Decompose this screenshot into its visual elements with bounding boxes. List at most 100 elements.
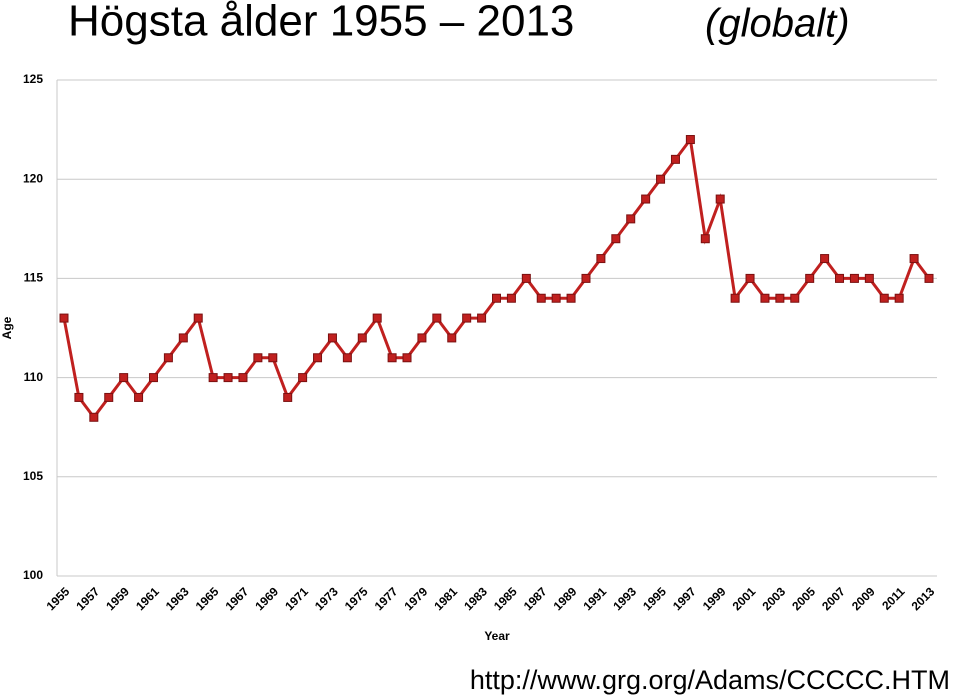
- marker: [820, 254, 830, 264]
- marker: [89, 412, 99, 422]
- x-tick-label: 2009: [849, 584, 878, 613]
- marker: [447, 333, 457, 343]
- marker: [223, 373, 233, 383]
- marker: [879, 293, 889, 303]
- x-tick-label: 2001: [730, 584, 759, 613]
- marker: [163, 353, 173, 363]
- x-tick-label: 1955: [44, 584, 73, 613]
- marker: [283, 392, 293, 402]
- x-tick-label: 1999: [700, 584, 729, 613]
- marker: [462, 313, 472, 323]
- y-tick-label: 100: [23, 568, 43, 582]
- marker: [417, 333, 427, 343]
- marker: [685, 135, 695, 145]
- x-tick-label: 1967: [223, 584, 252, 613]
- x-tick-label: 1961: [133, 584, 162, 613]
- x-tick-label: 1969: [252, 584, 281, 613]
- marker: [357, 333, 367, 343]
- x-tick-label: 1965: [193, 584, 222, 613]
- x-tick-label: 1995: [640, 584, 669, 613]
- marker: [700, 234, 710, 244]
- marker: [327, 333, 337, 343]
- marker: [521, 273, 531, 283]
- marker: [387, 353, 397, 363]
- x-tick-label: 1963: [163, 584, 192, 613]
- marker: [238, 373, 248, 383]
- x-tick-label: 1981: [431, 584, 460, 613]
- marker: [626, 214, 636, 224]
- marker: [566, 293, 576, 303]
- marker: [924, 273, 934, 283]
- y-tick-label: 115: [24, 271, 44, 285]
- x-tick-label: 2003: [759, 584, 788, 613]
- marker: [193, 313, 203, 323]
- y-tick-label: 105: [23, 469, 43, 483]
- marker: [298, 373, 308, 383]
- x-axis-label: Year: [484, 629, 510, 643]
- x-tick-label: 2013: [909, 584, 938, 613]
- marker: [745, 273, 755, 283]
- marker: [656, 174, 666, 184]
- marker: [596, 254, 606, 264]
- marker: [760, 293, 770, 303]
- y-tick-label: 110: [24, 370, 44, 384]
- x-tick-label: 1993: [610, 584, 639, 613]
- marker: [835, 273, 845, 283]
- marker: [402, 353, 412, 363]
- x-tick-label: 1991: [580, 584, 609, 613]
- x-tick-label: 1971: [282, 584, 311, 613]
- marker: [477, 313, 487, 323]
- marker: [894, 293, 904, 303]
- marker: [74, 392, 84, 402]
- x-tick-label: 1985: [491, 584, 520, 613]
- x-tick-label: 1987: [521, 584, 550, 613]
- x-tick-label: 2011: [879, 584, 908, 613]
- marker: [342, 353, 352, 363]
- x-tick-label: 1973: [312, 584, 341, 613]
- source: http://www.grg.org/Adams/CCCCC.HTM: [470, 665, 950, 695]
- x-tick-label: 1989: [551, 584, 580, 613]
- marker: [536, 293, 546, 303]
- x-tick-label: 1957: [73, 584, 102, 613]
- marker: [104, 392, 114, 402]
- marker: [581, 273, 591, 283]
- chart-title: Högsta ålder 1955 – 2013: [68, 0, 574, 46]
- marker: [148, 373, 158, 383]
- marker: [849, 273, 859, 283]
- marker: [805, 273, 815, 283]
- x-tick-label: 1983: [461, 584, 490, 613]
- marker: [715, 194, 725, 204]
- x-tick-label: 1959: [103, 584, 132, 613]
- marker: [909, 254, 919, 264]
- marker: [253, 353, 263, 363]
- marker: [551, 293, 561, 303]
- y-tick-label: 120: [23, 171, 43, 185]
- marker: [59, 313, 69, 323]
- chart-title-note: (globalt): [705, 2, 850, 46]
- marker: [864, 273, 874, 283]
- x-tick-label: 1997: [670, 584, 699, 613]
- x-tick-label: 1977: [372, 584, 401, 613]
- x-tick-label: 1975: [342, 584, 371, 613]
- marker: [208, 373, 218, 383]
- y-axis-label: Age: [0, 316, 14, 339]
- marker: [790, 293, 800, 303]
- marker: [611, 234, 621, 244]
- marker: [432, 313, 442, 323]
- marker: [492, 293, 501, 303]
- x-tick-label: 2007: [819, 584, 848, 613]
- y-tick-label: 125: [23, 72, 43, 86]
- marker: [119, 373, 129, 383]
- x-tick-label: 2005: [789, 584, 818, 613]
- x-tick-label: 1979: [402, 584, 431, 613]
- marker: [313, 353, 323, 363]
- marker: [670, 154, 680, 164]
- marker: [372, 313, 382, 323]
- marker: [730, 293, 740, 303]
- marker: [506, 293, 516, 303]
- marker: [775, 293, 785, 303]
- marker: [178, 333, 188, 343]
- marker: [134, 392, 144, 402]
- marker: [641, 194, 651, 204]
